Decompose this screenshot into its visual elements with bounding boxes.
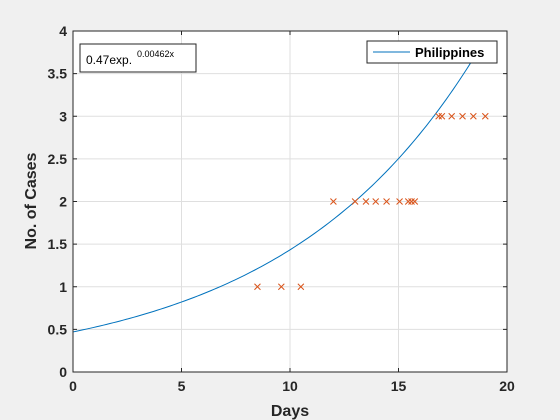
fit-annotation: 0.47exp. 0.00462x: [79, 43, 197, 73]
data-point-marker: [277, 283, 285, 291]
data-point-marker: [372, 198, 380, 205]
y-axis-label: No. of Cases: [23, 152, 40, 249]
x-tick-label: 0: [69, 378, 77, 394]
ticks: [72, 30, 508, 373]
y-tick-label: 0: [59, 364, 67, 380]
annotation-base: 0.47exp.: [86, 53, 132, 67]
x-tick-labels: 0 5 10 15 20: [69, 378, 515, 394]
data-point-marker: [383, 198, 390, 205]
legend-box: [366, 40, 498, 64]
x-tick-label: 10: [282, 378, 298, 394]
data-point-marker: [362, 198, 370, 205]
x-tick-label: 20: [499, 378, 515, 394]
legend: Philippines: [366, 40, 498, 64]
data-point-marker: [351, 198, 359, 205]
y-tick-label: 2.5: [48, 151, 68, 167]
series-layer: [72, 52, 489, 333]
fit-curve-philippines: [72, 52, 478, 333]
x-axis-label: Days: [271, 403, 309, 420]
data-point-marker: [254, 283, 261, 291]
data-point-marker: [330, 198, 337, 205]
y-tick-label: 0.5: [48, 321, 68, 337]
legend-entry-philippines: Philippines: [415, 45, 484, 60]
y-tick-labels: 0 0.5 1 1.5 2 2.5 3 3.5 4: [48, 23, 68, 380]
x-tick-label: 5: [178, 378, 186, 394]
y-tick-label: 2: [59, 194, 67, 210]
data-point-marker: [396, 198, 403, 205]
y-tick-label: 4: [59, 23, 67, 39]
data-point-marker: [481, 112, 489, 120]
data-point-marker: [411, 198, 419, 205]
x-tick-label: 15: [391, 378, 407, 394]
data-point-marker: [408, 198, 415, 205]
y-tick-label: 1: [59, 279, 67, 295]
annotation-box: [79, 43, 197, 73]
data-point-marker: [404, 198, 412, 205]
data-point-marker: [448, 112, 456, 120]
annotation-exponent: 0.00462x: [137, 49, 175, 59]
data-point-marker: [297, 283, 305, 291]
data-point-marker: [470, 112, 477, 120]
data-point-marker: [435, 112, 442, 120]
data-point-marker: [459, 112, 466, 120]
y-tick-label: 3: [59, 108, 67, 124]
y-tick-label: 1.5: [48, 236, 68, 252]
data-point-marker: [438, 112, 446, 120]
y-tick-label: 3.5: [48, 66, 68, 82]
